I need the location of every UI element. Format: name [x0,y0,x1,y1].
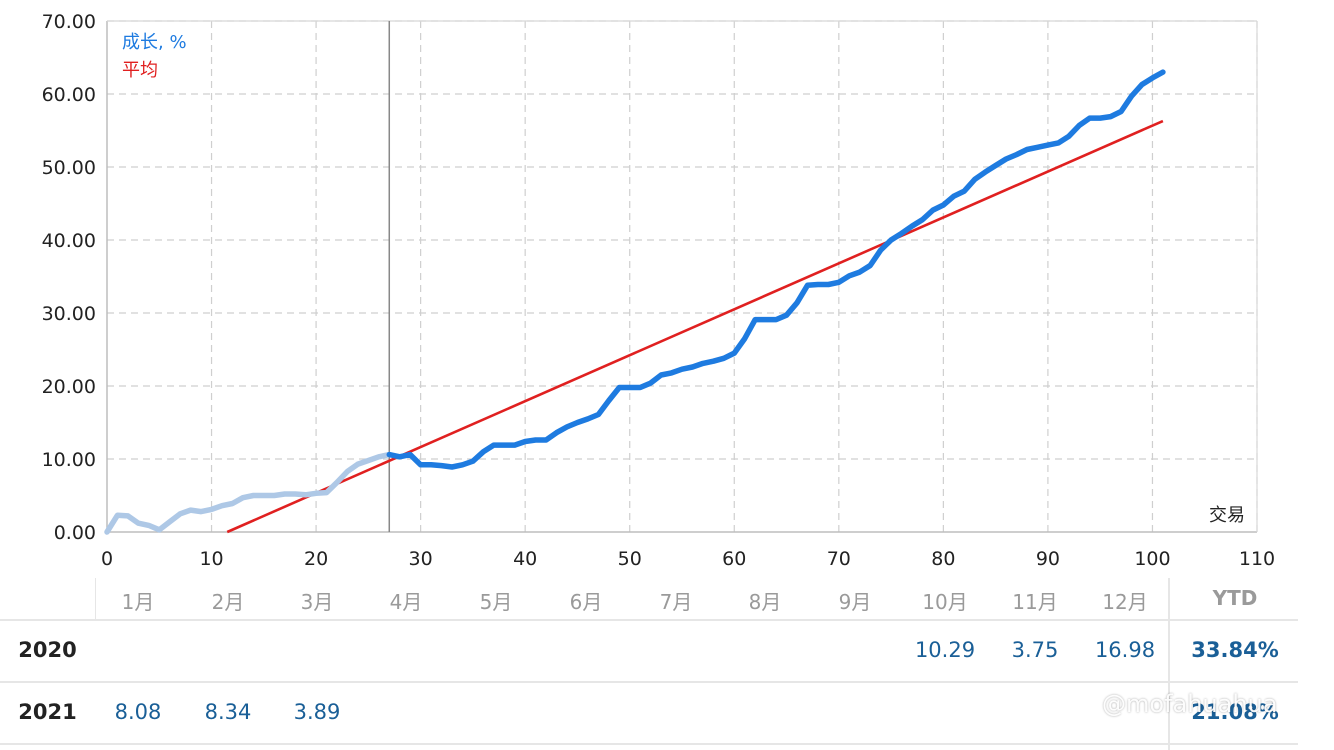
month-header: 6月 [569,590,603,614]
y-tick-label: 50.00 [42,157,96,179]
table-header-row: 1月 2月 3月 4月 5月 6月 7月 8月 9月 10月 11月 12月 YTD [0,578,1300,620]
x-tick-label: 110 [1239,548,1275,570]
x-tick-label: 10 [199,548,223,570]
month-header: 11月 [1012,590,1058,614]
y-axis-ticks: 0.00 10.00 20.00 30.00 40.00 50.00 60.00 70.00 [42,11,96,544]
month-header: 12月 [1102,590,1148,614]
month-header: 5月 [479,590,513,614]
x-tick-label: 100 [1134,548,1170,570]
x-tick-label: 30 [409,548,433,570]
y-tick-label: 40.00 [42,230,96,252]
table-divider [0,681,1298,683]
chart-legend: 成长, % 平均 [122,32,187,81]
watermark-text: @mofahuahua [1102,690,1278,718]
month-header: 3月 [300,590,334,614]
y-tick-label: 30.00 [42,303,96,325]
legend-growth: 成长, % [122,32,187,53]
month-value: 3.89 [293,700,341,724]
x-axis-ticks: 0 10 20 30 40 50 60 70 80 90 100 110 [101,548,1275,570]
month-header: 10月 [922,590,968,614]
y-tick-label: 0.00 [54,522,96,544]
x-tick-label: 20 [304,548,328,570]
y-tick-label: 60.00 [42,84,96,106]
row-year: 2021 [18,700,77,724]
month-value: 8.34 [204,700,252,724]
y-tick-label: 20.00 [42,376,96,398]
series-line-average [226,119,1164,534]
series-line-growth [386,69,1166,470]
y-tick-label: 10.00 [42,449,96,471]
x-axis-label: 交易 [1209,505,1245,526]
month-header: 2月 [211,590,245,614]
ytd-value: 33.84% [1191,638,1279,662]
table-row: 2021 8.08 8.34 3.89 21.08% [0,682,1300,744]
series-line-growth-history [104,451,393,535]
x-tick-label: 50 [618,548,642,570]
table-divider [0,619,1298,621]
month-value: 8.08 [114,700,162,724]
ytd-header: YTD [1212,586,1258,610]
month-value: 16.98 [1094,638,1156,662]
legend-average: 平均 [122,60,158,81]
x-tick-label: 90 [1036,548,1060,570]
row-year: 2020 [18,638,77,662]
month-value: 3.75 [1011,638,1059,662]
month-header: 7月 [659,590,693,614]
month-header: 8月 [748,590,782,614]
table-divider [0,743,1298,745]
plot-area [104,69,1166,535]
x-tick-label: 80 [931,548,955,570]
month-header: 9月 [838,590,872,614]
x-tick-label: 40 [513,548,537,570]
month-header: 1月 [121,590,155,614]
table-column-divider [1168,578,1170,750]
x-tick-label: 0 [101,548,113,570]
y-tick-label: 70.00 [42,11,96,33]
table-column-divider [95,578,96,620]
chart-grid [106,20,1258,533]
growth-chart: 0.0010.0020.0030.0040.0050.0060.0070.00 … [42,11,1276,570]
month-value: 10.29 [914,638,976,662]
x-tick-label: 70 [827,548,851,570]
month-header: 4月 [389,590,423,614]
x-tick-label: 60 [722,548,746,570]
ytd-value: 21.08% [1191,700,1279,724]
table-row: 2020 10.29 3.75 16.98 33.84% [0,620,1300,682]
